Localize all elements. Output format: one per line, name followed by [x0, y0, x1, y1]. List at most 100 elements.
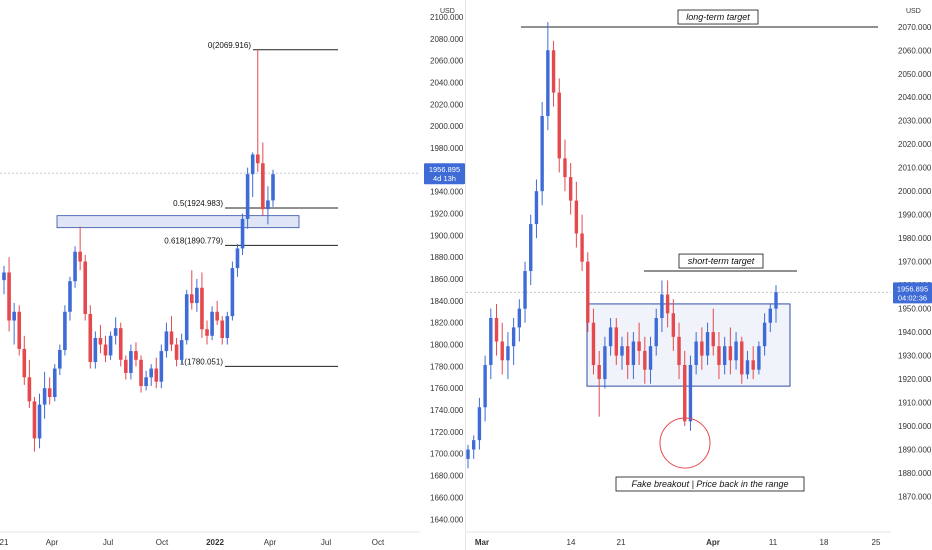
daily-candlestick-chart[interactable]: long-term target short-term target Fake br…: [466, 0, 932, 550]
candle-body[interactable]: [37, 404, 42, 439]
candle-body[interactable]: [523, 271, 527, 309]
fake-breakout-circle[interactable]: [659, 417, 711, 469]
candle-body[interactable]: [654, 318, 658, 347]
candle-body[interactable]: [534, 191, 539, 225]
candle-body[interactable]: [540, 116, 544, 192]
candle-body[interactable]: [637, 341, 641, 351]
candle-body[interactable]: [98, 337, 103, 345]
candle-body[interactable]: [688, 364, 693, 422]
candle-body[interactable]: [7, 272, 11, 321]
candle-body[interactable]: [261, 163, 265, 210]
candle-body[interactable]: [124, 359, 128, 373]
candle-body[interactable]: [671, 313, 676, 337]
candle-body[interactable]: [250, 154, 255, 175]
candle-body[interactable]: [586, 261, 590, 323]
candle-body[interactable]: [149, 368, 153, 378]
candle-body[interactable]: [78, 251, 82, 262]
candle-body[interactable]: [466, 449, 470, 459]
candle-body[interactable]: [648, 346, 653, 370]
candle-body[interactable]: [174, 344, 179, 360]
candle-body[interactable]: [626, 346, 630, 365]
candle-body[interactable]: [17, 311, 22, 349]
candle-body[interactable]: [93, 337, 98, 363]
candle-body[interactable]: [63, 311, 67, 350]
candle-body[interactable]: [683, 364, 687, 422]
candle-body[interactable]: [477, 407, 482, 441]
candle-body[interactable]: [728, 346, 733, 361]
candle-body[interactable]: [271, 174, 275, 201]
candle-body[interactable]: [169, 331, 174, 345]
candle-body[interactable]: [134, 351, 138, 360]
candle-body[interactable]: [159, 351, 164, 382]
candle-body[interactable]: [489, 318, 493, 365]
annotation-box[interactable]: [615, 476, 805, 492]
candle-body[interactable]: [230, 268, 235, 317]
candle-body[interactable]: [574, 200, 579, 234]
weekly-candlestick-chart[interactable]: 0(2069.916) 0.5(1924.983) 0.618(1890.779) 1…: [0, 0, 465, 550]
candle-body[interactable]: [745, 360, 750, 375]
candle-body[interactable]: [568, 177, 573, 201]
candle-body[interactable]: [665, 294, 670, 314]
candle-body[interactable]: [215, 311, 219, 321]
candle-body[interactable]: [774, 292, 778, 309]
consolidation-range-box[interactable]: [586, 303, 791, 387]
candle-body[interactable]: [266, 200, 270, 210]
candle-body[interactable]: [694, 341, 698, 365]
candle-body[interactable]: [27, 377, 32, 402]
candle-body[interactable]: [58, 349, 62, 369]
candle-body[interactable]: [614, 327, 618, 356]
candle-body[interactable]: [705, 332, 710, 356]
candle-body[interactable]: [240, 218, 245, 249]
candle-body[interactable]: [603, 346, 607, 380]
candle-body[interactable]: [144, 377, 148, 387]
candle-body[interactable]: [179, 340, 184, 360]
candle-body[interactable]: [557, 92, 561, 159]
candle-body[interactable]: [210, 311, 214, 336]
candle-body[interactable]: [220, 320, 225, 338]
candle-body[interactable]: [22, 348, 27, 378]
candle-body[interactable]: [511, 327, 516, 347]
candle-body[interactable]: [620, 346, 624, 356]
candle-body[interactable]: [643, 350, 647, 370]
candle-body[interactable]: [734, 341, 738, 361]
candle-body[interactable]: [580, 233, 584, 262]
candle-body[interactable]: [711, 332, 715, 347]
candle-body[interactable]: [154, 368, 159, 382]
candle-body[interactable]: [483, 364, 487, 408]
candle-body[interactable]: [12, 311, 16, 321]
candle-body[interactable]: [517, 308, 522, 328]
candle-body[interactable]: [184, 294, 189, 341]
candle-body[interactable]: [113, 328, 118, 336]
candle-body[interactable]: [717, 346, 721, 365]
candle-body[interactable]: [68, 281, 72, 312]
candle-body[interactable]: [591, 322, 596, 365]
candle-body[interactable]: [597, 364, 601, 380]
candle-body[interactable]: [118, 328, 123, 360]
candle-body[interactable]: [225, 316, 230, 338]
candle-body[interactable]: [88, 313, 93, 363]
candle-body[interactable]: [42, 388, 47, 405]
candle-body[interactable]: [164, 331, 169, 352]
candle-body[interactable]: [563, 158, 567, 178]
candle-body[interactable]: [200, 287, 204, 330]
candle-body[interactable]: [195, 287, 199, 304]
candle-body[interactable]: [677, 336, 681, 365]
candle-body[interactable]: [762, 322, 767, 347]
candle-body[interactable]: [2, 272, 6, 281]
candle-body[interactable]: [700, 341, 704, 356]
candle-body[interactable]: [608, 327, 613, 347]
candle-body[interactable]: [546, 50, 550, 117]
candle-body[interactable]: [500, 341, 504, 361]
candle-body[interactable]: [494, 318, 499, 342]
supply-demand-zone[interactable]: [56, 215, 300, 229]
candle-body[interactable]: [52, 368, 57, 397]
candle-body[interactable]: [740, 341, 744, 375]
annotation-box[interactable]: [677, 9, 759, 25]
candle-body[interactable]: [205, 329, 209, 336]
candle-body[interactable]: [255, 154, 260, 164]
candle-body[interactable]: [108, 335, 113, 356]
candle-body[interactable]: [722, 346, 727, 365]
candle-body[interactable]: [73, 251, 77, 282]
candle-body[interactable]: [129, 351, 133, 373]
annotation-box[interactable]: [678, 253, 764, 269]
